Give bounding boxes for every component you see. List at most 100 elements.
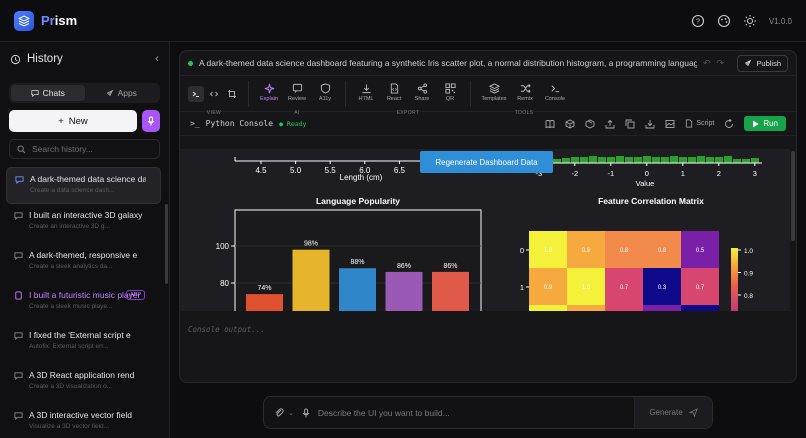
history-item[interactable]: I fixed the 'External script e Autofix: E… — [0, 324, 169, 364]
language-bar — [339, 268, 376, 311]
attach-icon[interactable] — [274, 407, 284, 418]
image-icon[interactable] — [665, 119, 675, 129]
copy-icon[interactable] — [625, 119, 635, 129]
history-item[interactable]: A 3D React application rend Create a 3D v… — [0, 364, 169, 404]
history-icon — [10, 54, 21, 64]
palette-icon[interactable] — [717, 14, 731, 28]
app-badge: APP — [126, 290, 146, 300]
theme-sun-icon[interactable] — [743, 14, 757, 28]
a11y-button[interactable]: A11y — [313, 81, 337, 107]
histogram-bar — [607, 157, 615, 163]
publish-label: Publish — [756, 58, 781, 68]
console-output: Console output... — [188, 325, 265, 334]
export-react-button[interactable]: React — [382, 81, 406, 107]
templates-button[interactable]: Templates — [479, 81, 509, 107]
export-html-button[interactable]: HTML — [354, 81, 378, 107]
download-icon[interactable] — [645, 119, 655, 129]
history-item-subtitle: Create a data science dash... — [30, 187, 115, 194]
attach-dropdown-icon[interactable]: ⌄ — [288, 409, 294, 417]
corr-title: Feature Correlation Matrix — [598, 196, 704, 206]
histogram-bar — [598, 157, 606, 163]
history-item[interactable]: I built a futuristic music player Create … — [0, 284, 169, 324]
group-label-ai: AI — [294, 110, 300, 116]
generate-button[interactable]: Generate — [634, 397, 712, 428]
history-item[interactable]: I built an interactive 3D galaxy Create a… — [0, 204, 169, 244]
history-item-subtitle: Visualize a 3D vector field... — [29, 423, 110, 430]
chat-icon — [14, 372, 23, 380]
console-header: >_ Python Console ● Ready Script Run — [180, 112, 796, 136]
tab-chats-label: Chats — [42, 88, 65, 98]
iris-xlabel: Length (cm) — [340, 173, 383, 182]
regenerate-data-button[interactable]: Regenerate Dashboard Data — [420, 151, 553, 173]
review-button[interactable]: Review — [285, 81, 309, 107]
run-label: Run — [763, 119, 778, 128]
svg-text:?: ? — [696, 19, 700, 26]
collapse-sidebar-icon[interactable]: ‹ — [155, 53, 159, 65]
terminal-view-button[interactable] — [188, 86, 204, 102]
history-item[interactable]: A 3D interactive vector field Visualize a… — [0, 404, 169, 438]
chats-apps-toggle: Chats Apps — [9, 83, 160, 103]
send-icon — [688, 408, 698, 417]
chat-icon — [14, 212, 23, 220]
bar-value-label: 88% — [350, 259, 364, 266]
plot-scrollbar[interactable] — [790, 149, 796, 311]
undo-icon[interactable]: ↶ — [703, 57, 711, 68]
help-icon[interactable]: ? — [691, 14, 705, 28]
chat-icon — [14, 412, 23, 420]
reset-icon[interactable] — [724, 118, 734, 129]
heatmap-cell — [643, 231, 681, 268]
download-icon — [361, 84, 371, 94]
qr-button[interactable]: QR — [438, 81, 462, 107]
share-button[interactable]: Share — [410, 81, 434, 107]
prompt-bar: ⌄ Generate — [263, 396, 713, 429]
chat-icon — [14, 332, 23, 340]
sidebar-scrollbar[interactable] — [165, 204, 168, 284]
code-view-button[interactable] — [206, 86, 222, 102]
tab-chats[interactable]: Chats — [11, 85, 85, 101]
package-icon[interactable] — [585, 118, 595, 129]
console-button[interactable]: Console — [541, 81, 569, 107]
histogram-bar — [679, 157, 687, 163]
new-chat-button[interactable]: + New — [9, 110, 137, 132]
crop-icon — [228, 90, 236, 98]
search-input[interactable] — [32, 144, 152, 154]
console-status-text: Ready — [286, 119, 307, 128]
run-button[interactable]: Run — [744, 116, 786, 131]
remix-button[interactable]: Remix — [513, 81, 537, 107]
hist-tick-label: -1 — [607, 169, 614, 178]
history-item[interactable]: A dark-themed data science dashboard fea… — [6, 167, 161, 204]
new-chat-label: New — [68, 115, 88, 127]
history-list: A dark-themed data science dashboard fea… — [0, 167, 169, 438]
tab-apps[interactable]: Apps — [85, 85, 159, 101]
chat-icon — [14, 252, 23, 260]
history-item[interactable]: A dark-themed, responsive e Create a slee… — [0, 244, 169, 284]
play-icon — [753, 120, 759, 127]
prompt-input[interactable] — [317, 407, 618, 418]
history-item-title: A dark-themed data science dashboard fea… — [30, 174, 146, 184]
explain-button[interactable]: Explain — [257, 81, 281, 107]
script-button[interactable]: Script — [685, 119, 714, 128]
version-label: V1.0.0 — [768, 16, 792, 26]
toolbar-group-export: HTML React Share QR EXPORT — [354, 81, 471, 116]
crop-view-button[interactable] — [224, 86, 240, 102]
histogram-bar — [688, 157, 696, 163]
bar-chart-title: Language Popularity — [316, 196, 400, 206]
voice-button[interactable] — [142, 110, 160, 132]
upload-icon[interactable] — [605, 119, 615, 129]
cube-icon[interactable] — [565, 118, 575, 129]
histogram-bar — [589, 156, 597, 163]
react-label: React — [386, 96, 402, 102]
histogram-bar — [562, 158, 570, 163]
publish-button[interactable]: Publish — [737, 54, 788, 72]
heatmap-value: 0.9 — [582, 248, 591, 254]
redo-icon[interactable]: ↷ — [716, 57, 725, 68]
history-item-title: I fixed the 'External script e — [29, 330, 131, 340]
histogram-bar — [634, 157, 642, 163]
book-icon[interactable] — [545, 119, 555, 129]
explain-label: Explain — [259, 96, 279, 102]
terminal-icon — [551, 85, 559, 93]
heatmap-value: 0.7 — [696, 285, 705, 291]
rocket-icon — [745, 59, 752, 67]
microphone-icon[interactable] — [302, 408, 310, 418]
